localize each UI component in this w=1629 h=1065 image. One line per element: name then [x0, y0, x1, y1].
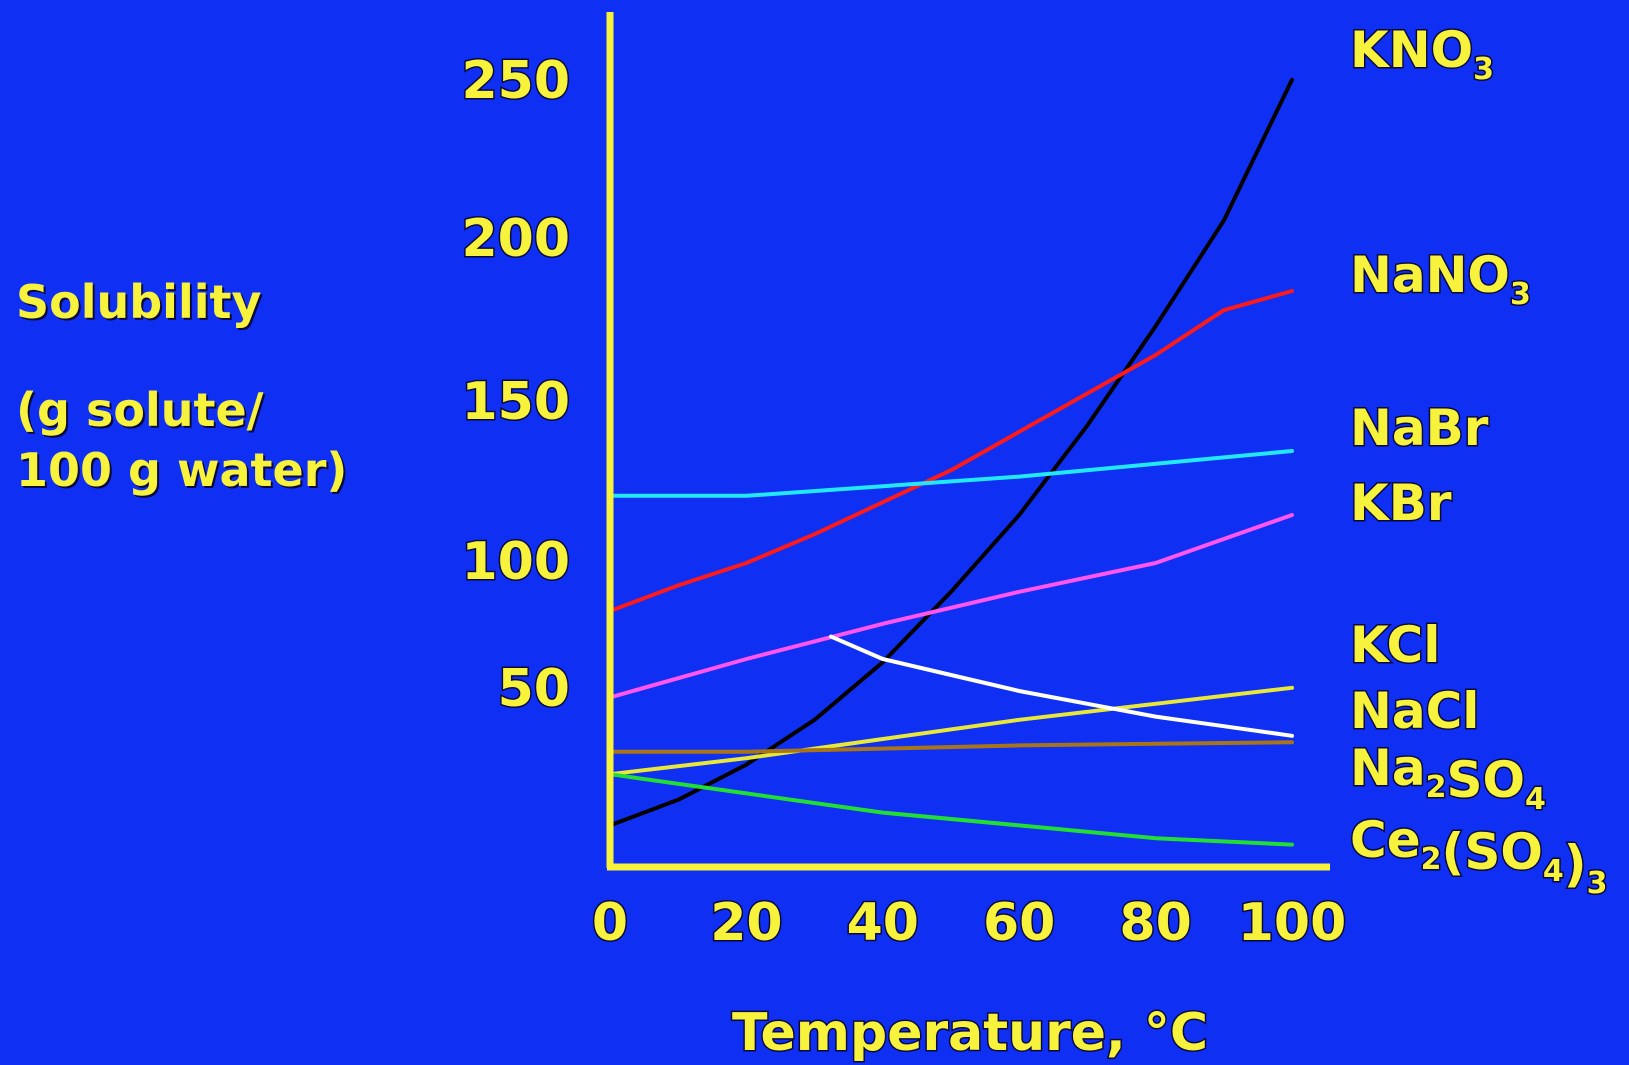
- series-label-nano3: NaNO3: [1350, 246, 1531, 312]
- series-layer: [608, 77, 1294, 847]
- series-line-nano3: [608, 289, 1294, 613]
- series-line-kno3: [608, 77, 1294, 828]
- series-label-nabr: NaBr: [1350, 399, 1489, 457]
- y-axis-label-line-2: (g solute/: [16, 383, 264, 437]
- series-line-kcl: [608, 685, 1294, 777]
- y-axis-label-line-3: 100 g water): [16, 443, 348, 497]
- series-label-na2so4: Na2SO4: [1350, 739, 1546, 817]
- y-tick-label: 100: [461, 532, 570, 592]
- series-label-ce2so43: Ce2(SO4)3: [1350, 811, 1607, 901]
- series-label-kcl: KCl: [1350, 616, 1440, 674]
- x-tick-label: 0: [592, 893, 628, 953]
- axes-layer: [606, 12, 1330, 871]
- series-line-nabr: [608, 449, 1294, 498]
- y-tick-label: 200: [461, 209, 570, 269]
- y-tick-label: 150: [461, 372, 570, 432]
- x-tick-label: 20: [710, 893, 782, 953]
- series-line-ce2so43: [608, 772, 1294, 847]
- series-label-nacl: NaCl: [1350, 682, 1479, 740]
- series-label-kbr: KBr: [1350, 474, 1452, 532]
- x-axis-label: Temperature, °C: [732, 1003, 1208, 1063]
- y-axis-label: Solubility (g solute/ 100 g water): [16, 272, 347, 500]
- series-line-na2so4: [829, 634, 1294, 738]
- series-line-nacl: [608, 740, 1294, 754]
- ticks-layer: 0 20 40 60 80 100 50 100 150 200 250: [460, 50, 1348, 955]
- x-tick-label: 100: [1238, 893, 1347, 953]
- x-tick-label: 40: [847, 893, 919, 953]
- y-tick-label: 250: [461, 51, 570, 111]
- x-tick-label: 60: [983, 893, 1055, 953]
- y-axis-label-line-1: Solubility: [16, 275, 262, 329]
- series-line-kbr: [608, 513, 1294, 700]
- series-label-kno3: KNO3: [1350, 21, 1494, 87]
- y-tick-label: 50: [498, 659, 570, 719]
- x-tick-label: 80: [1119, 893, 1191, 953]
